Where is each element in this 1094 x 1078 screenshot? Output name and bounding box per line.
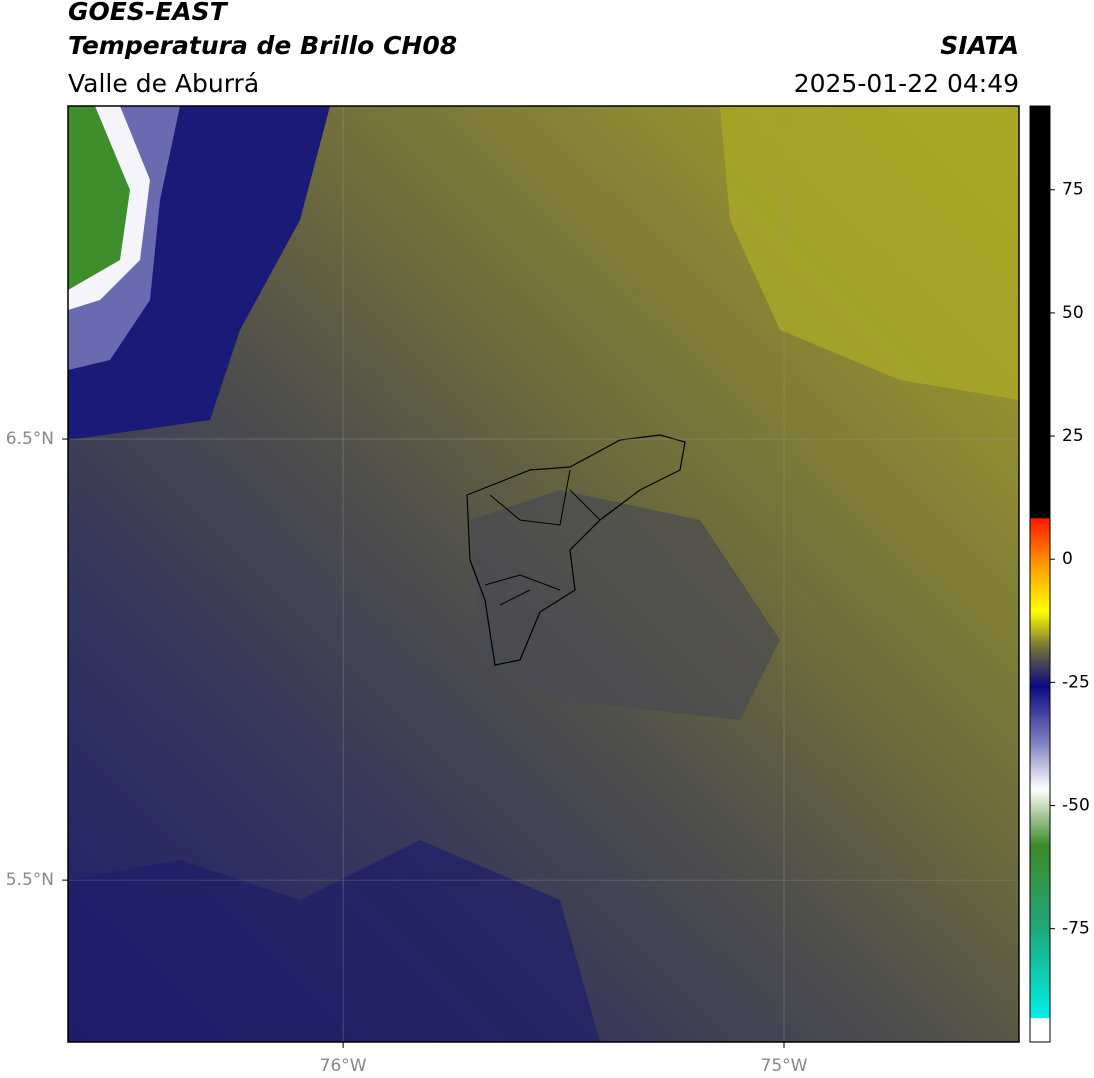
cold-region — [68, 106, 130, 290]
y-tick-label: 6.5°N — [6, 429, 54, 449]
datetime: 2025-01-22 04:49 — [794, 69, 1019, 98]
colorbar-tick-label: 0 — [1062, 549, 1073, 569]
title: GOES-EAST — [68, 0, 229, 26]
map-area — [68, 106, 1019, 1042]
graticule — [68, 106, 1019, 1042]
x-tick-label: 75°W — [761, 1056, 808, 1076]
subtitle: Temperatura de Brillo CH08 — [68, 31, 457, 60]
municipality-boundary — [484, 469, 601, 606]
colorbar-tick-label: 25 — [1062, 426, 1084, 446]
region: Valle de Aburrá — [68, 69, 259, 98]
x-tick-label: 76°W — [320, 1056, 367, 1076]
colorbar-tick-label: -50 — [1062, 796, 1090, 816]
warm-region — [720, 106, 1019, 400]
colorbar — [1029, 105, 1051, 1043]
y-tick-label: 5.5°N — [6, 870, 54, 890]
colorbar-tick-label: 50 — [1062, 303, 1084, 323]
colorbar-tick-label: 75 — [1062, 180, 1084, 200]
map-frame — [67, 105, 1020, 1043]
colorbar-tick-label: -25 — [1062, 672, 1090, 692]
colorbar-tick-label: -75 — [1062, 919, 1090, 939]
cold-region — [68, 840, 600, 1042]
cool-region — [470, 490, 780, 720]
source: SIATA — [940, 31, 1019, 60]
